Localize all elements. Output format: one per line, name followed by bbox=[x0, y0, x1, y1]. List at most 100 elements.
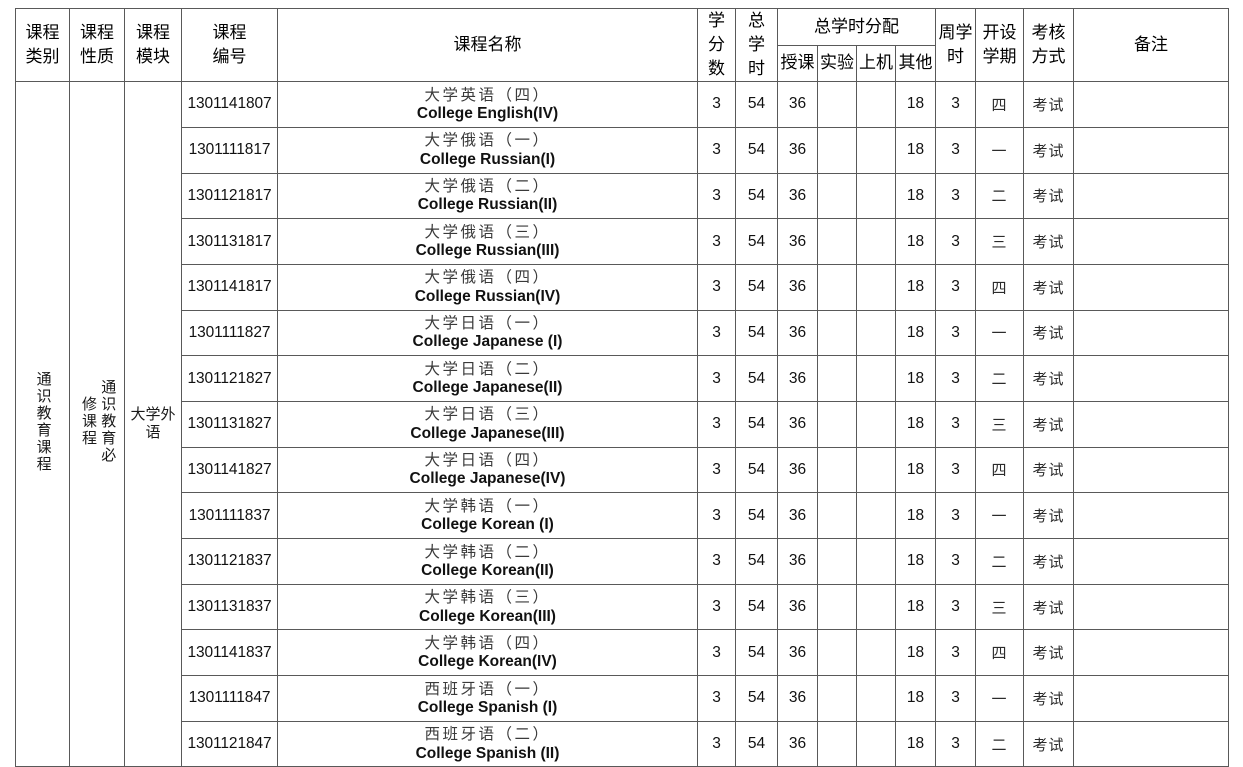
cell-computer-hours bbox=[856, 263, 896, 311]
header-semester: 开设 学期 bbox=[975, 7, 1024, 83]
header-credits: 学 分 数 bbox=[697, 7, 736, 83]
header-remarks: 备注 bbox=[1073, 7, 1229, 83]
cell-lecture-hours: 36 bbox=[777, 720, 818, 767]
cell-remarks bbox=[1073, 446, 1229, 494]
cell-assessment: 考试 bbox=[1023, 720, 1074, 767]
table-body: 通识教育课程 通识教育必修课程 大学外语 1301141807 大学英语（四） Colle… bbox=[15, 81, 1229, 767]
cell-lecture-hours: 36 bbox=[777, 583, 818, 631]
course-name-cn: 大学俄语（一） bbox=[424, 132, 551, 150]
course-name-cn: 大学英语（四） bbox=[424, 86, 551, 104]
cell-remarks bbox=[1073, 172, 1229, 220]
course-name-en: College Korean (I) bbox=[421, 516, 554, 534]
cell-course-name: 大学俄语（一） College Russian(I) bbox=[277, 126, 698, 174]
cell-computer-hours bbox=[856, 309, 896, 357]
cell-weekly-hours: 3 bbox=[935, 675, 976, 722]
course-nature-text: 通识教育必修课程 bbox=[80, 379, 116, 465]
cell-computer-hours bbox=[856, 355, 896, 402]
cell-course-code: 1301111837 bbox=[181, 492, 278, 540]
cell-other-hours: 18 bbox=[895, 538, 936, 585]
cell-other-hours: 18 bbox=[895, 172, 936, 220]
course-category-text: 通识教育课程 bbox=[34, 370, 51, 473]
cell-assessment: 考试 bbox=[1023, 400, 1074, 448]
cell-weekly-hours: 3 bbox=[935, 583, 976, 631]
cell-lecture-hours: 36 bbox=[777, 309, 818, 357]
cell-credits: 3 bbox=[697, 492, 736, 540]
table-row: 通识教育课程 通识教育必修课程 大学外语 1301141807 大学英语（四） Colle… bbox=[15, 81, 1229, 767]
cell-course-name: 大学韩语（一） College Korean (I) bbox=[277, 492, 698, 540]
table-row: 1301131817 大学俄语（三） College Russian(III) 3 54… bbox=[16, 218, 1229, 265]
course-name-cn: 大学俄语（三） bbox=[424, 223, 551, 241]
course-name-cn: 大学俄语（二） bbox=[424, 178, 551, 195]
cell-weekly-hours: 3 bbox=[935, 81, 976, 128]
course-name-en: College Japanese(III) bbox=[410, 424, 565, 442]
header-row-secondary: 授课 实验 上机 其他 bbox=[16, 44, 1229, 83]
course-name-en: College Russian(IV) bbox=[414, 287, 561, 305]
header-lecture: 授课 bbox=[777, 44, 818, 83]
cell-weekly-hours: 3 bbox=[935, 492, 976, 540]
table-row: 1301141817 大学俄语（四） College Russian(IV) 3 54 3… bbox=[16, 263, 1229, 311]
header-row-primary: 课程 类别 课程 性质 课程 模块 课程 编号 课程名称 学 bbox=[15, 7, 1229, 83]
cell-course-name: 大学俄语（三） College Russian(III) bbox=[277, 218, 698, 265]
course-name-cn: 西班牙语（一） bbox=[424, 680, 551, 698]
cell-assessment: 考试 bbox=[1023, 355, 1074, 402]
cell-total-hours: 54 bbox=[735, 538, 778, 585]
cell-semester: 二 bbox=[975, 720, 1024, 767]
cell-total-hours: 54 bbox=[735, 446, 778, 494]
header-weekly-hours-line2: 时 bbox=[947, 47, 964, 67]
cell-experiment-hours bbox=[817, 126, 857, 174]
course-name-en: College Korean(III) bbox=[419, 607, 556, 625]
cell-course-code: 1301121827 bbox=[181, 355, 278, 402]
header-other: 其他 bbox=[895, 44, 936, 83]
cell-course-module: 大学外语 bbox=[124, 81, 182, 767]
cell-experiment-hours bbox=[817, 492, 857, 540]
table-row: 1301111817 大学俄语（一） College Russian(I) 3 54 36… bbox=[16, 126, 1229, 174]
cell-course-code: 1301111847 bbox=[181, 675, 278, 722]
cell-other-hours: 18 bbox=[895, 720, 936, 767]
cell-experiment-hours bbox=[817, 81, 857, 128]
cell-course-code: 1301141817 bbox=[181, 263, 278, 311]
cell-assessment: 考试 bbox=[1023, 446, 1074, 494]
cell-assessment: 考试 bbox=[1023, 629, 1074, 677]
cell-computer-hours bbox=[856, 218, 896, 265]
cell-course-name: 大学日语（二） College Japanese(II) bbox=[277, 355, 698, 402]
header-credits-line3: 数 bbox=[708, 59, 725, 79]
table-row: 1301121817 大学俄语（二） College Russian(II) 3 54 3… bbox=[16, 172, 1229, 220]
cell-experiment-hours bbox=[817, 355, 857, 402]
course-name-en: College Japanese(IV) bbox=[409, 470, 566, 488]
cell-assessment: 考试 bbox=[1023, 309, 1074, 357]
table-row: 1301131827 大学日语（三） College Japanese(III) 3 5… bbox=[16, 400, 1229, 448]
cell-course-code: 1301131837 bbox=[181, 583, 278, 631]
header-credits-line2: 分 bbox=[708, 35, 725, 55]
cell-experiment-hours bbox=[817, 400, 857, 448]
cell-total-hours: 54 bbox=[735, 355, 778, 402]
header-credits-line1: 学 bbox=[708, 11, 725, 30]
cell-other-hours: 18 bbox=[895, 400, 936, 448]
cell-lecture-hours: 36 bbox=[777, 81, 818, 128]
cell-total-hours: 54 bbox=[735, 400, 778, 448]
cell-remarks bbox=[1073, 218, 1229, 265]
cell-course-code: 1301121837 bbox=[181, 538, 278, 585]
cell-computer-hours bbox=[856, 126, 896, 174]
header-course-code: 课程 编号 bbox=[181, 7, 278, 83]
cell-lecture-hours: 36 bbox=[777, 492, 818, 540]
cell-total-hours: 54 bbox=[735, 218, 778, 265]
cell-remarks bbox=[1073, 492, 1229, 540]
cell-assessment: 考试 bbox=[1023, 81, 1074, 128]
cell-semester: 一 bbox=[975, 126, 1024, 174]
header-course-code-line2: 编号 bbox=[212, 47, 247, 67]
header-course-nature-line1: 课程 bbox=[80, 23, 114, 43]
cell-other-hours: 18 bbox=[895, 675, 936, 722]
header-course-nature-line2: 性质 bbox=[80, 47, 114, 67]
cell-other-hours: 18 bbox=[895, 263, 936, 311]
cell-weekly-hours: 3 bbox=[935, 263, 976, 311]
cell-experiment-hours bbox=[817, 538, 857, 585]
table-row: 1301111837 大学韩语（一） College Korean (I) 3 54 36… bbox=[16, 492, 1229, 540]
course-name-cn: 大学日语（三） bbox=[424, 406, 551, 424]
cell-course-name: 大学英语（四） College English(IV) bbox=[277, 81, 698, 128]
cell-computer-hours bbox=[856, 400, 896, 448]
course-name-cn: 大学日语（二） bbox=[424, 360, 551, 378]
cell-other-hours: 18 bbox=[895, 583, 936, 631]
cell-other-hours: 18 bbox=[895, 446, 936, 494]
cell-lecture-hours: 36 bbox=[777, 446, 818, 494]
cell-total-hours: 54 bbox=[735, 720, 778, 767]
